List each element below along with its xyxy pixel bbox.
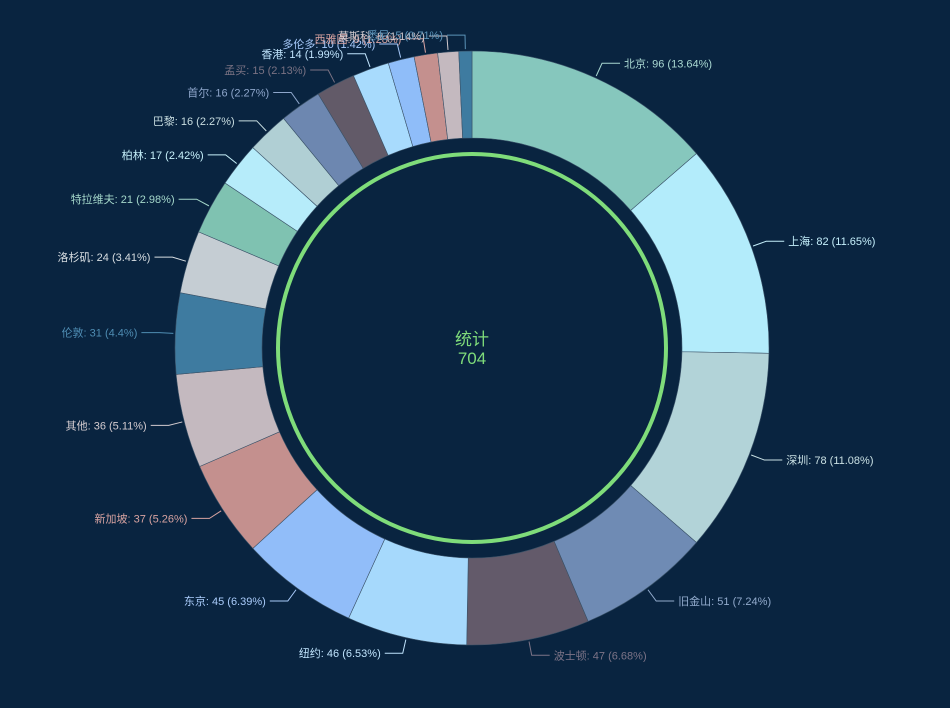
leader-line-孟买 [310, 69, 336, 83]
leader-line-西雅图 [405, 38, 426, 53]
slice-labels-group: 北京: 96 (13.64%) 上海: 82 (11.65%) 深圳: 78 (11… [58, 29, 876, 662]
leader-line-上海 [752, 240, 785, 247]
slice-悉尼[interactable] [458, 50, 473, 139]
leader-line-悉尼 [447, 34, 466, 50]
slice-label-首尔: 首尔: 16 (2.27%) [187, 85, 269, 99]
slice-label-香港: 香港: 14 (1.99%) [261, 48, 343, 61]
leader-line-莫斯科 [428, 35, 449, 51]
leader-line-波士顿 [528, 641, 550, 656]
slice-label-北京: 北京: 96 (13.64%) [624, 56, 712, 70]
leader-line-北京 [595, 62, 621, 77]
slice-label-波士顿: 波士顿: 47 (6.68%) [554, 648, 647, 662]
leader-line-伦敦 [141, 332, 174, 334]
leader-line-纽约 [384, 639, 407, 654]
slice-label-巴黎: 巴黎: 16 (2.27%) [153, 114, 235, 128]
slice-label-柏林: 柏林: 17 (2.42%) [122, 148, 204, 162]
slice-label-东京: 东京: 45 (6.39%) [184, 594, 266, 608]
slice-label-西雅图: 西雅图: 9 (1.28%) [314, 32, 401, 46]
leader-line-柏林 [207, 154, 238, 164]
slice-label-洛杉矶: 洛杉矶: 24 (3.41%) [58, 250, 151, 264]
leader-line-洛杉矶 [154, 256, 187, 262]
slice-label-深圳: 深圳: 78 (11.08%) [786, 454, 873, 467]
leader-line-巴黎 [238, 120, 267, 132]
leader-line-新加坡 [191, 510, 222, 519]
leader-line-其他 [150, 421, 183, 426]
slice-label-孟买: 孟买: 15 (2.13%) [224, 64, 306, 77]
slice-label-莫斯科: 莫斯科: 8 (1.14%) [338, 29, 425, 43]
slice-label-特拉维夫: 特拉维夫: 21 (2.98%) [71, 192, 175, 206]
slice-label-新加坡: 新加坡: 37 (5.26%) [95, 511, 188, 525]
slice-label-多伦多: 多伦多: 10 (1.42%) [282, 37, 375, 51]
slice-label-伦敦: 伦敦: 31 (4.4%) [62, 326, 138, 340]
slices-group [174, 50, 770, 646]
inner-ring [276, 152, 668, 544]
center-title: 统计 [455, 330, 489, 349]
leader-line-东京 [269, 589, 297, 602]
slice-label-其他: 其他: 36 (5.11%) [66, 419, 147, 432]
leader-line-香港 [347, 53, 371, 68]
leader-line-多伦多 [379, 43, 402, 58]
slice-label-悉尼: 悉尼: 5 (0.71%) [367, 29, 443, 42]
slice-label-旧金山: 旧金山: 51 (7.24%) [678, 594, 771, 608]
leader-line-深圳 [751, 454, 783, 461]
leader-line-首尔 [273, 91, 300, 105]
leader-line-特拉维夫 [178, 198, 210, 207]
slice-label-纽约: 纽约: 46 (6.53%) [299, 646, 381, 660]
center-total: 704 [458, 349, 486, 368]
leader-lines-group [141, 34, 785, 656]
slice-label-上海: 上海: 82 (11.65%) [788, 234, 875, 248]
leader-line-旧金山 [647, 589, 675, 602]
